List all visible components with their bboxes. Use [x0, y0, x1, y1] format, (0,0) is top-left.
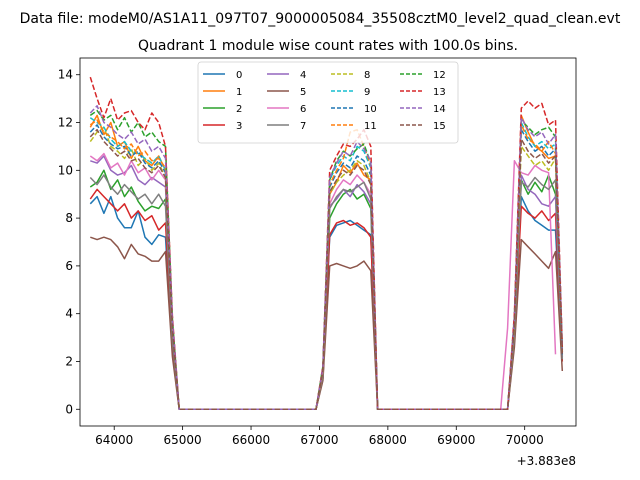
- figure-suptitle: Data file: modeM0/AS1A11_097T07_90000050…: [20, 11, 621, 27]
- legend-label-1: 1: [236, 87, 242, 98]
- x-tick-label: 69000: [437, 433, 475, 447]
- x-tick-label: 68000: [369, 433, 407, 447]
- y-tick-label: 4: [65, 307, 73, 321]
- plot-area: 64000 65000 66000 67000 68000 69000 70000 0 2 4 6…: [58, 57, 577, 468]
- x-axis-offset-label: +3.883e8: [517, 454, 576, 468]
- y-axis: 0 2 4 6 8 10 12 14: [58, 68, 80, 416]
- y-tick-label: 6: [65, 259, 73, 273]
- legend-label-0: 0: [236, 70, 242, 81]
- legend-label-2: 2: [236, 104, 242, 115]
- legend-label-10: 10: [364, 104, 377, 115]
- legend-label-13: 13: [433, 87, 446, 98]
- y-tick-label: 2: [65, 354, 73, 368]
- series-line-15: [89, 128, 564, 411]
- x-tick-label: 67000: [300, 433, 338, 447]
- legend-label-4: 4: [300, 70, 306, 81]
- y-tick-label: 14: [58, 68, 73, 82]
- legend-label-6: 6: [300, 104, 306, 115]
- legend-label-7: 7: [300, 121, 306, 132]
- legend-label-5: 5: [300, 87, 306, 98]
- x-tick-label: 66000: [232, 433, 270, 447]
- chart-title: Quadrant 1 module wise count rates with …: [138, 38, 518, 54]
- y-tick-label: 12: [58, 116, 73, 130]
- legend-label-8: 8: [364, 70, 370, 81]
- y-tick-label: 0: [65, 402, 73, 416]
- legend-box: [197, 61, 459, 144]
- y-tick-label: 10: [58, 163, 73, 177]
- legend-label-11: 11: [364, 121, 377, 132]
- x-axis: 64000 65000 66000 67000 68000 69000 70000: [95, 426, 544, 447]
- x-tick-label: 65000: [164, 433, 202, 447]
- legend-label-9: 9: [364, 87, 370, 98]
- series-layer: [89, 76, 564, 411]
- legend-label-3: 3: [236, 121, 242, 132]
- plot-frame: [79, 57, 577, 427]
- legend-label-12: 12: [433, 70, 446, 81]
- x-tick-label: 70000: [506, 433, 544, 447]
- y-tick-label: 8: [65, 211, 73, 225]
- legend-label-14: 14: [433, 104, 446, 115]
- x-tick-label: 64000: [95, 433, 133, 447]
- legend-label-15: 15: [433, 121, 446, 132]
